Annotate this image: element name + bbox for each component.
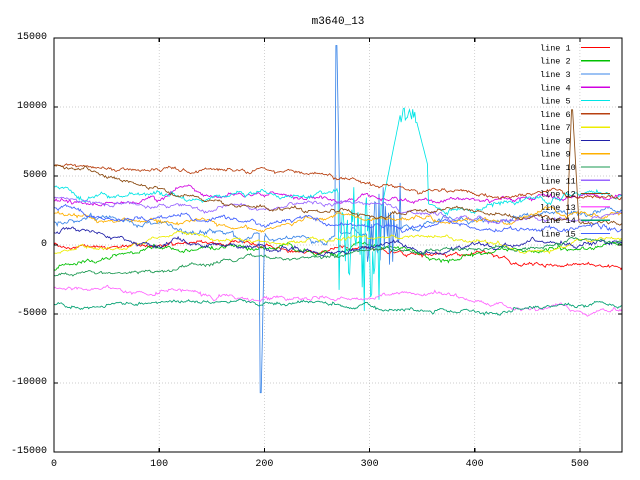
svg-text:line 11: line 11 [540,176,576,186]
svg-text:line 5: line 5 [540,97,571,107]
svg-text:line 9: line 9 [540,150,571,160]
svg-text:line 2: line 2 [540,57,571,67]
svg-text:line 7: line 7 [540,123,571,133]
svg-text:line 8: line 8 [540,136,571,146]
svg-text:line 14: line 14 [540,216,576,226]
svg-text:line 1: line 1 [540,43,571,53]
svg-text:line 13: line 13 [540,203,576,213]
svg-text:line 3: line 3 [540,70,571,80]
svg-text:line 12: line 12 [540,190,576,200]
svg-text:line 15: line 15 [540,229,576,239]
svg-text:line 4: line 4 [540,83,571,93]
svg-text:line 6: line 6 [540,110,571,120]
svg-text:line 10: line 10 [540,163,576,173]
